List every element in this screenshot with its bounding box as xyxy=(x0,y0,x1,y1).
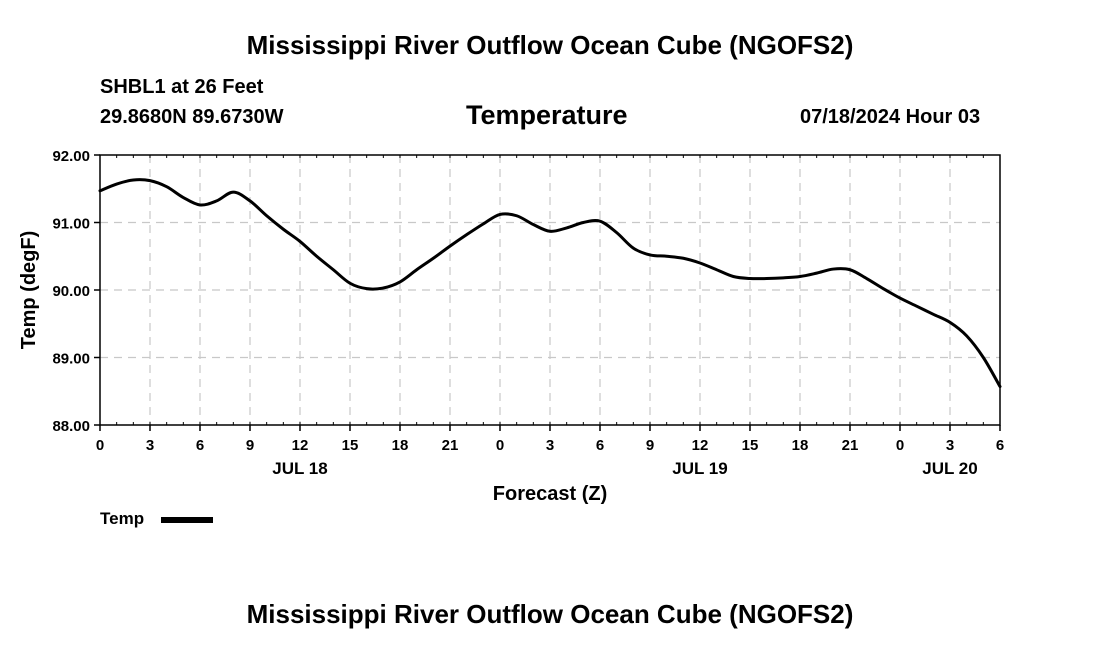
day-labels: JUL 18 JUL 19 JUL 20 xyxy=(272,459,977,478)
y-tick-label: 91.00 xyxy=(52,216,90,233)
x-tick-label: 21 xyxy=(442,437,459,454)
y-tick-label: 92.00 xyxy=(52,148,90,165)
x-tick-label: 15 xyxy=(342,437,359,454)
x-tick-label: 21 xyxy=(842,437,859,454)
legend-label: Temp xyxy=(100,509,145,528)
x-tick-label: 18 xyxy=(392,437,409,454)
x-tick-label: 15 xyxy=(742,437,759,454)
x-tick-label: 3 xyxy=(946,437,954,454)
station-label: SHBL1 at 26 Feet xyxy=(100,76,264,98)
x-tick-label: 6 xyxy=(196,437,204,454)
x-tick-label: 9 xyxy=(646,437,654,454)
footer-title: Mississippi River Outflow Ocean Cube (NG… xyxy=(246,599,854,629)
y-tick-label: 90.00 xyxy=(52,283,90,300)
axis-ticks xyxy=(94,154,1001,431)
y-tick-labels: 88.00 89.00 90.00 91.00 92.00 xyxy=(52,148,90,435)
x-tick-label: 0 xyxy=(896,437,904,454)
legend-swatch xyxy=(161,517,213,523)
forecast-datetime: 07/18/2024 Hour 03 xyxy=(800,106,981,128)
chart-title: Mississippi River Outflow Ocean Cube (NG… xyxy=(246,30,854,60)
x-tick-label: 0 xyxy=(496,437,504,454)
x-tick-label: 0 xyxy=(96,437,104,454)
x-axis-label: Forecast (Z) xyxy=(493,483,607,505)
x-tick-label: 3 xyxy=(546,437,554,454)
x-tick-label: 12 xyxy=(292,437,309,454)
x-tick-label: 12 xyxy=(692,437,709,454)
plot-frame xyxy=(99,154,1001,426)
day-label: JUL 19 xyxy=(672,459,727,478)
day-label: JUL 20 xyxy=(922,459,977,478)
y-tick-label: 89.00 xyxy=(52,351,90,368)
x-tick-labels: 0 3 6 9 12 15 18 21 0 3 6 9 12 15 18 21 0 3 6 xyxy=(96,437,1004,454)
temp-series-line xyxy=(98,178,1002,389)
y-tick-label: 88.00 xyxy=(52,418,90,435)
x-tick-label: 3 xyxy=(146,437,154,454)
day-label: JUL 18 xyxy=(272,459,327,478)
station-coordinates: 29.8680N 89.6730W xyxy=(100,106,284,128)
y-axis-label: Temp (degF) xyxy=(18,231,40,350)
x-tick-label: 6 xyxy=(596,437,604,454)
grid-lines xyxy=(100,155,1000,425)
parameter-title: Temperature xyxy=(466,100,628,130)
x-tick-label: 18 xyxy=(792,437,809,454)
x-tick-label: 6 xyxy=(996,437,1004,454)
x-tick-label: 9 xyxy=(246,437,254,454)
